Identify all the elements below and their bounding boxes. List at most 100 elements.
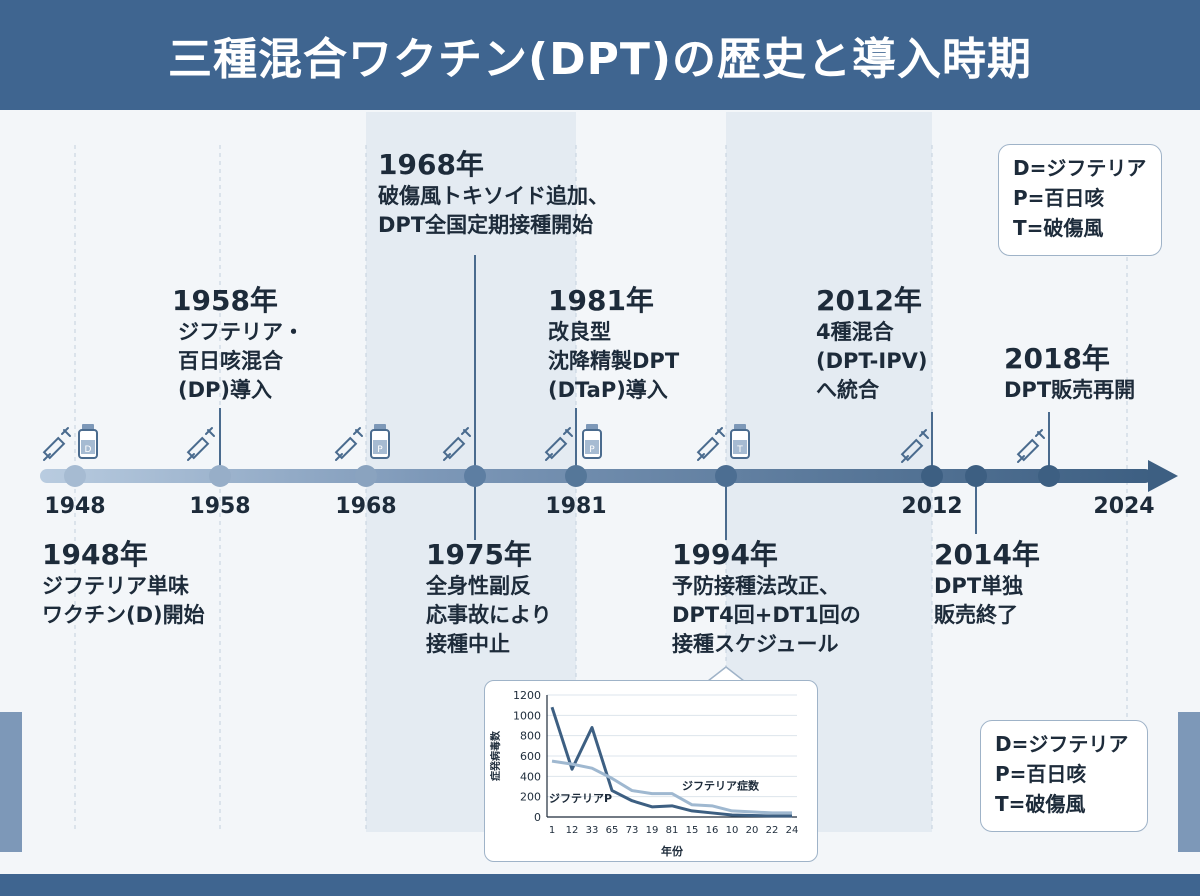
node-1948 <box>64 465 86 487</box>
syringe-icon <box>544 427 573 461</box>
syringe-icon <box>186 427 215 461</box>
event-desc: DPT販売再開 <box>1004 378 1136 402</box>
event-1948: 1948年 ジフテリア単味 ワクチン(D)開始 <box>42 538 205 630</box>
legend-box-bottom: D=ジフテリア P=百日咳 T=破傷風 <box>980 720 1148 832</box>
axis-year-1958: 1958 <box>189 494 251 519</box>
event-year: 1968年 <box>378 148 484 181</box>
event-1958: 1958年 ジフテリア・ 百日咳混合 (DP)導入 <box>172 284 304 405</box>
vial-label: D <box>85 445 92 455</box>
series-line-diphtheria-p <box>550 706 792 818</box>
y-tick-label: 400 <box>520 770 541 783</box>
event-1968: 1968年 破傷風トキソイド追加、 DPT全国定期接種開始 <box>378 148 609 240</box>
x-tick-label: 16 <box>706 825 719 836</box>
node-1958 <box>209 465 231 487</box>
node-1981 <box>565 465 587 487</box>
syringe-icon <box>696 427 725 461</box>
vial-label: P <box>589 445 595 455</box>
side-tab-left <box>0 712 22 852</box>
event-year: 1981年 <box>548 284 654 317</box>
syringe-icon <box>334 427 363 461</box>
event-year: 1994年 <box>672 538 778 571</box>
event-2012: 2012年 4種混合 (DPT-IPV) へ統合 <box>816 284 927 405</box>
vial-icon: P <box>370 424 390 459</box>
x-tick-label: 15 <box>686 825 699 836</box>
vial-icon: P <box>582 424 602 459</box>
x-tick-label: 24 <box>786 825 799 836</box>
vial-label: P <box>377 445 383 455</box>
event-1994: 1994年 予防接種法改正、 DPT4回+DT1回の 接種スケジュール <box>672 538 861 659</box>
vial-icon: D <box>78 424 98 459</box>
timeline-arrowhead <box>1148 460 1178 492</box>
vial-label: T <box>736 445 743 455</box>
event-year: 2018年 <box>1004 342 1110 375</box>
x-tick-label: 81 <box>666 825 679 836</box>
event-year: 1975年 <box>426 538 532 571</box>
legend-box-top: D=ジフテリア P=百日咳 T=破傷風 <box>998 144 1162 256</box>
legend-t: T=破傷風 <box>995 792 1086 816</box>
event-year: 2014年 <box>934 538 1040 571</box>
title-bar: 三種混合ワクチン(DPT)の歴史と導入時期 <box>0 0 1200 110</box>
legend-p: P=百日咳 <box>995 762 1087 786</box>
x-tick-label: 20 <box>746 825 759 836</box>
x-tick-label: 22 <box>766 825 779 836</box>
vial-icon: T <box>730 424 750 459</box>
event-2014: 2014年 DPT単独 販売終了 <box>934 538 1040 630</box>
x-tick-label: 12 <box>566 825 579 836</box>
timeline-nodes <box>64 465 1060 487</box>
x-tick-label: 1 <box>549 825 555 836</box>
inset-chart: 0 200 400 600 800 1000 1200 1 12 33 65 73 19 81 15 16 10… <box>484 680 818 862</box>
x-tick-label: 19 <box>646 825 659 836</box>
series-line-diphtheria-cases <box>551 759 792 815</box>
y-axis-label: 症発病毒数 <box>489 730 502 781</box>
event-desc: 破傷風トキソイド追加、 DPT全国定期接種開始 <box>378 184 609 237</box>
page-title: 三種混合ワクチン(DPT)の歴史と導入時期 <box>167 34 1032 85</box>
series-label: ジフテリア症数 <box>682 779 760 793</box>
year-gridlines <box>74 145 1128 832</box>
event-2018: 2018年 DPT販売再開 <box>1004 342 1135 405</box>
event-year: 2012年 <box>816 284 922 317</box>
x-tick-label: 73 <box>626 825 639 836</box>
y-tick-label: 1200 <box>513 689 541 702</box>
axis-year-1948: 1948 <box>44 494 106 519</box>
y-tick-label: 200 <box>520 791 541 804</box>
series-label: ジフテリアP <box>549 792 612 805</box>
x-axis-label: 年份 <box>661 844 684 858</box>
legend-d: D=ジフテリア <box>1013 156 1147 180</box>
inset-chart-svg: 0 200 400 600 800 1000 1200 1 12 33 65 73 19 81 15 16 10… <box>489 689 799 858</box>
event-desc: ジフテリア単味 ワクチン(D)開始 <box>42 574 205 627</box>
axis-year-1981: 1981 <box>545 494 607 519</box>
event-1975: 1975年 全身性副反 応事故により 接種中止 <box>426 538 552 659</box>
event-desc: 改良型 沈降精製DPT (DTaP)導入 <box>548 320 680 402</box>
axis-year-1968: 1968 <box>335 494 397 519</box>
node-2012 <box>921 465 943 487</box>
side-tab-right <box>1178 712 1200 852</box>
x-tick-label: 33 <box>586 825 599 836</box>
node-2018 <box>1038 465 1060 487</box>
event-desc: DPT単独 販売終了 <box>934 574 1024 627</box>
axis-year-2024: 2024 <box>1093 494 1155 519</box>
axis-year-2012: 2012 <box>901 494 963 519</box>
legend-d: D=ジフテリア <box>995 732 1129 756</box>
syringe-icon <box>42 427 71 461</box>
syringe-icon <box>1016 429 1045 463</box>
footer-bar <box>0 874 1200 896</box>
node-2014 <box>965 465 987 487</box>
x-tick-label: 65 <box>606 825 619 836</box>
event-desc: ジフテリア・ 百日咳混合 (DP)導入 <box>178 320 304 402</box>
node-1975 <box>464 465 486 487</box>
syringe-icon <box>442 427 471 461</box>
event-1981: 1981年 改良型 沈降精製DPT (DTaP)導入 <box>548 284 679 405</box>
event-desc: 全身性副反 応事故により 接種中止 <box>426 574 552 656</box>
node-1994 <box>715 465 737 487</box>
legend-p: P=百日咳 <box>1013 186 1105 210</box>
y-tick-label: 600 <box>520 750 541 763</box>
event-desc: 4種混合 (DPT-IPV) へ統合 <box>816 320 928 402</box>
syringe-icon <box>900 429 929 463</box>
legend-t: T=破傷風 <box>1013 216 1104 240</box>
y-tick-label: 1000 <box>513 709 541 722</box>
event-year: 1958年 <box>172 284 278 317</box>
event-year: 1948年 <box>42 538 148 571</box>
x-tick-label: 10 <box>726 825 739 836</box>
node-1968 <box>355 465 377 487</box>
